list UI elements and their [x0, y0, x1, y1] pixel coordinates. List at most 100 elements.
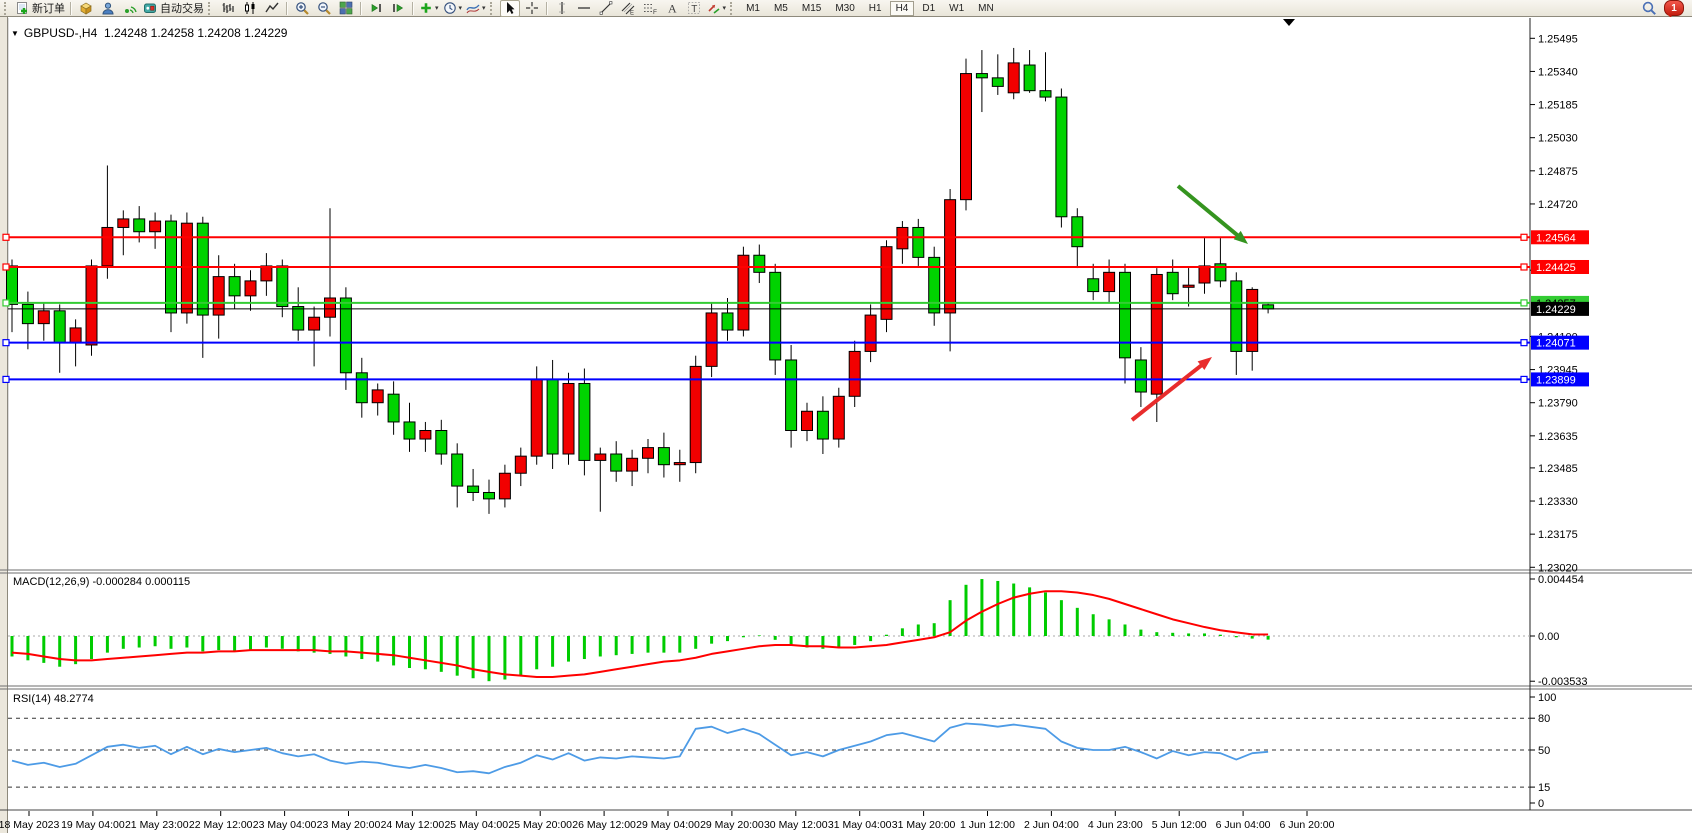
notifications-button[interactable]: 1 [1664, 0, 1684, 18]
price-line-1.24564[interactable]: 1.24564 [2, 230, 1589, 245]
candle [705, 302, 718, 378]
macd-axis-label: 0.00 [1538, 631, 1559, 643]
line-anchor-icon[interactable] [1520, 339, 1528, 347]
vertical-line-button[interactable] [552, 0, 572, 17]
rsi-axis-label: 15 [1538, 782, 1550, 794]
arrow-annotation-up-right[interactable] [1130, 357, 1212, 422]
line-anchor-icon[interactable] [1520, 375, 1528, 384]
line-anchor-icon[interactable] [2, 263, 10, 271]
chart-title: ▼ GBPUSD-,H4 1.24248 1.24258 1.24208 1.24… [11, 26, 287, 40]
time-label: 30 May 12:00 [764, 819, 828, 831]
price-badge [1531, 372, 1589, 387]
price-badge-label: 1.24229 [1536, 304, 1576, 316]
fibonacci-button[interactable]: F [640, 0, 660, 17]
autotrading-button[interactable]: 自动交易 [142, 0, 205, 17]
price-line-1.24071[interactable]: 1.24071 [2, 335, 1589, 350]
crosshair-icon [525, 2, 538, 14]
search-button[interactable] [1639, 0, 1659, 17]
candle [610, 441, 623, 482]
periods-button[interactable]: ▾ [442, 0, 464, 17]
candle [1119, 263, 1131, 384]
line-anchor-icon[interactable] [2, 375, 10, 384]
periods-icon [443, 2, 456, 14]
chart-shift-marker-icon[interactable] [1283, 19, 1295, 26]
crosshair-button[interactable] [522, 0, 542, 17]
toolbar-separator [286, 1, 288, 15]
line-anchor-icon[interactable] [1520, 263, 1528, 271]
macd-indicator-label: MACD(12,26,9) -0.000284 0.000115 [13, 576, 190, 588]
arrow-annotation-down-right[interactable] [1176, 184, 1248, 244]
new-order-button[interactable]: 新订单 [14, 0, 66, 17]
price-badge [1531, 230, 1589, 245]
macd-name: MACD(12,26,9) [13, 576, 90, 588]
line-anchor-icon[interactable] [2, 339, 10, 347]
chart-collapse-icon[interactable]: ▼ [11, 29, 19, 38]
chart-shift-button[interactable] [388, 0, 408, 17]
profiles-button[interactable] [98, 0, 118, 17]
timeframe-M30[interactable]: M30 [835, 2, 855, 14]
macd-values: -0.000284 0.000115 [92, 576, 191, 588]
price-line-1.24229[interactable]: 1.24229 [8, 301, 1589, 316]
candle [769, 263, 782, 375]
tile-windows-button[interactable] [336, 0, 356, 17]
equidistant-channel-button[interactable]: E [618, 0, 638, 17]
candle [435, 419, 448, 465]
chart-line-button[interactable] [262, 0, 282, 17]
price-tick-label: 1.23790 [1538, 398, 1578, 410]
cursor-button[interactable] [499, 0, 520, 17]
chart-bars-button[interactable] [218, 0, 238, 17]
price-line-1.23899[interactable]: 1.23899 [2, 372, 1589, 387]
timeframe-M15[interactable]: M15 [801, 2, 822, 14]
auto-scroll-button[interactable] [366, 0, 386, 17]
text-button[interactable]: A [662, 0, 682, 17]
signals-icon [125, 6, 137, 14]
templates-button[interactable]: ▾ [465, 0, 487, 17]
timeframe-M5[interactable]: M5 [773, 2, 788, 14]
price-tick-label: 1.23020 [1538, 562, 1578, 574]
zoom-in-button[interactable] [292, 0, 312, 17]
chart-plot-area[interactable]: 1.25495 1.25340 1.25185 1.25030 1.24875 1.247… [0, 17, 1692, 833]
candle [1023, 50, 1036, 93]
timeframe-M1[interactable]: M1 [746, 2, 760, 14]
price-tick-label: 1.25185 [1538, 100, 1578, 112]
price-line-1.24425[interactable]: 1.24425 [2, 259, 1589, 274]
line-anchor-icon[interactable] [1520, 233, 1528, 241]
indicators-button[interactable]: ▾ [418, 0, 440, 17]
timeframe-W1[interactable]: W1 [949, 2, 965, 14]
candle [1166, 259, 1179, 301]
chart-candles-button[interactable] [240, 0, 260, 17]
chart-line-icon [265, 2, 279, 13]
dropdown-caret-icon: ▾ [458, 5, 463, 12]
candle [530, 366, 543, 465]
line-anchor-icon[interactable] [2, 299, 10, 307]
trendline-button[interactable] [596, 0, 616, 17]
price-badge-label: 1.24425 [1536, 262, 1576, 274]
horizontal-line-button[interactable] [574, 0, 594, 17]
candle [1214, 238, 1227, 288]
text-label-button[interactable]: T [684, 0, 704, 17]
timeframe-D1[interactable]: D1 [922, 2, 936, 14]
candles-layer [6, 47, 1275, 514]
candle [1055, 88, 1068, 228]
autotrading-label: 自动交易 [160, 3, 204, 15]
styles-box-button[interactable] [76, 0, 96, 17]
candle [1134, 347, 1147, 407]
timeframe-H4[interactable]: H4 [889, 0, 915, 16]
zoom-out-button[interactable] [314, 0, 334, 17]
signals-button[interactable] [120, 0, 140, 17]
price-line-1.24257[interactable]: 1.24257 [2, 295, 1589, 310]
line-anchor-icon[interactable] [1520, 299, 1528, 307]
time-label: 6 Jun 20:00 [1280, 819, 1335, 831]
chart-window: 1.25495 1.25340 1.25185 1.25030 1.24875 1.247… [0, 17, 1692, 833]
timeframe-MN[interactable]: MN [978, 2, 994, 14]
time-label: 6 Jun 04:00 [1216, 819, 1271, 831]
price-badge-label: 1.23899 [1536, 374, 1576, 386]
candle [308, 306, 321, 367]
rsi-axis-label: 80 [1538, 713, 1550, 725]
arrows-tool-button[interactable]: ▾ [706, 0, 728, 17]
time-label: 22 May 12:00 [189, 819, 253, 831]
candle [37, 302, 50, 341]
candle [1087, 263, 1100, 301]
line-anchor-icon[interactable] [2, 233, 10, 241]
timeframe-H1[interactable]: H1 [868, 2, 882, 14]
